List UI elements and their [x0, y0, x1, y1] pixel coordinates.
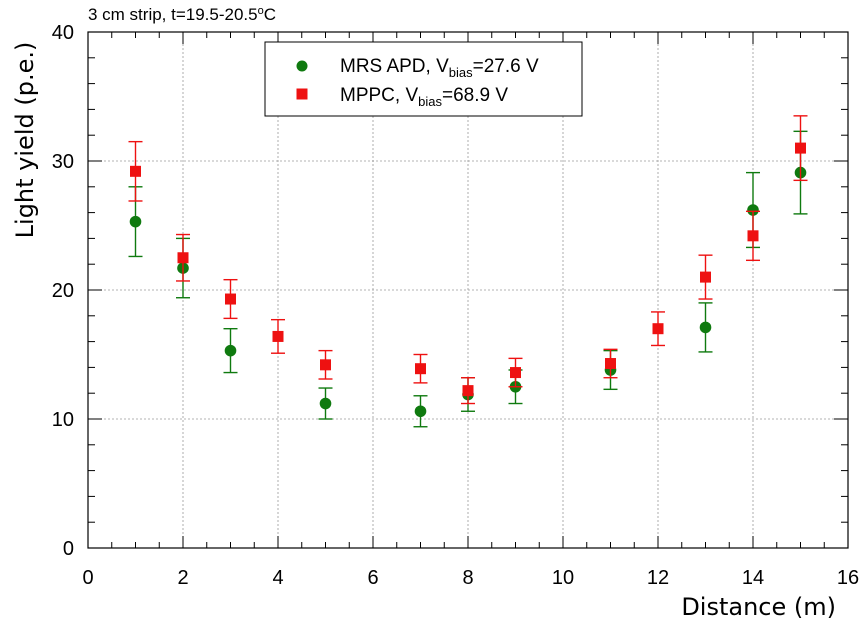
x-tick-label: 6	[367, 567, 378, 589]
y-tick-label: 10	[52, 409, 74, 431]
data-point-circle	[319, 397, 332, 410]
legend-marker-mppc	[296, 88, 308, 100]
data-point-square	[700, 271, 711, 283]
chart-title: 3 cm strip, t=19.5-20.5oC	[88, 5, 276, 24]
x-tick-label: 2	[177, 567, 188, 589]
y-tick-label: 20	[52, 280, 74, 302]
y-tick-label: 40	[52, 22, 74, 44]
tick-labels: 0 2 4 6 8 10 12 14 16 0 10 20 30 40	[52, 22, 859, 589]
x-tick-label: 14	[742, 567, 764, 589]
legend: MRS APD, Vbias=27.6 V MPPC, Vbias=68.9 V	[264, 41, 583, 117]
legend-label-mppc: MPPC, Vbias=68.9 V	[340, 85, 508, 109]
chart-title-degree: o	[258, 5, 264, 17]
x-tick-label: 12	[647, 567, 669, 589]
x-tick-label: 8	[462, 567, 473, 589]
data-point-square	[272, 330, 284, 342]
data-point-circle	[699, 321, 712, 334]
series-mrs-apd	[128, 130, 808, 428]
legend-box	[264, 41, 583, 117]
legend-mppc-name: MPPC, V	[340, 85, 418, 106]
legend-mppc-sub: bias	[418, 94, 442, 109]
y-tick-label: 30	[52, 151, 74, 173]
data-point-circle	[414, 405, 427, 418]
series-mppc	[128, 115, 808, 405]
y-axis-label: Light yield (p.e.)	[11, 42, 39, 239]
data-point-square	[605, 358, 616, 370]
legend-marker-mrs-apd	[296, 60, 308, 72]
plot-frame	[87, 31, 849, 549]
data-point-square	[177, 252, 189, 264]
data-point-circle	[224, 344, 237, 357]
grid	[88, 32, 848, 548]
data-point-square	[747, 230, 759, 242]
data-series	[128, 115, 808, 428]
x-tick-label: 0	[82, 567, 93, 589]
data-point-circle	[129, 215, 142, 228]
x-tick-label: 4	[272, 567, 283, 589]
legend-mrs-apd-sub: bias	[449, 65, 473, 80]
legend-mrs-apd-name: MRS APD, V	[340, 56, 449, 77]
data-point-circle	[747, 204, 759, 216]
y-tick-label: 0	[63, 538, 74, 560]
data-point-square	[462, 385, 474, 397]
chart-title-unit: C	[264, 5, 276, 24]
legend-mrs-apd-value: =27.6 V	[473, 56, 539, 77]
data-point-square	[510, 367, 521, 379]
chart-title-main: 3 cm strip, t=19.5-20.5	[88, 5, 258, 24]
data-point-square	[130, 165, 141, 177]
data-point-square	[415, 363, 426, 375]
legend-mppc-value: =68.9 V	[442, 85, 508, 106]
data-point-square	[320, 359, 331, 371]
data-point-square	[652, 323, 664, 335]
legend-label-mrs-apd: MRS APD, Vbias=27.6 V	[340, 56, 539, 80]
x-tick-label: 16	[837, 567, 859, 589]
x-tick-label: 10	[552, 567, 574, 589]
data-point-square	[795, 142, 806, 154]
data-point-square	[225, 293, 236, 305]
x-axis-label: Distance (m)	[681, 593, 836, 621]
